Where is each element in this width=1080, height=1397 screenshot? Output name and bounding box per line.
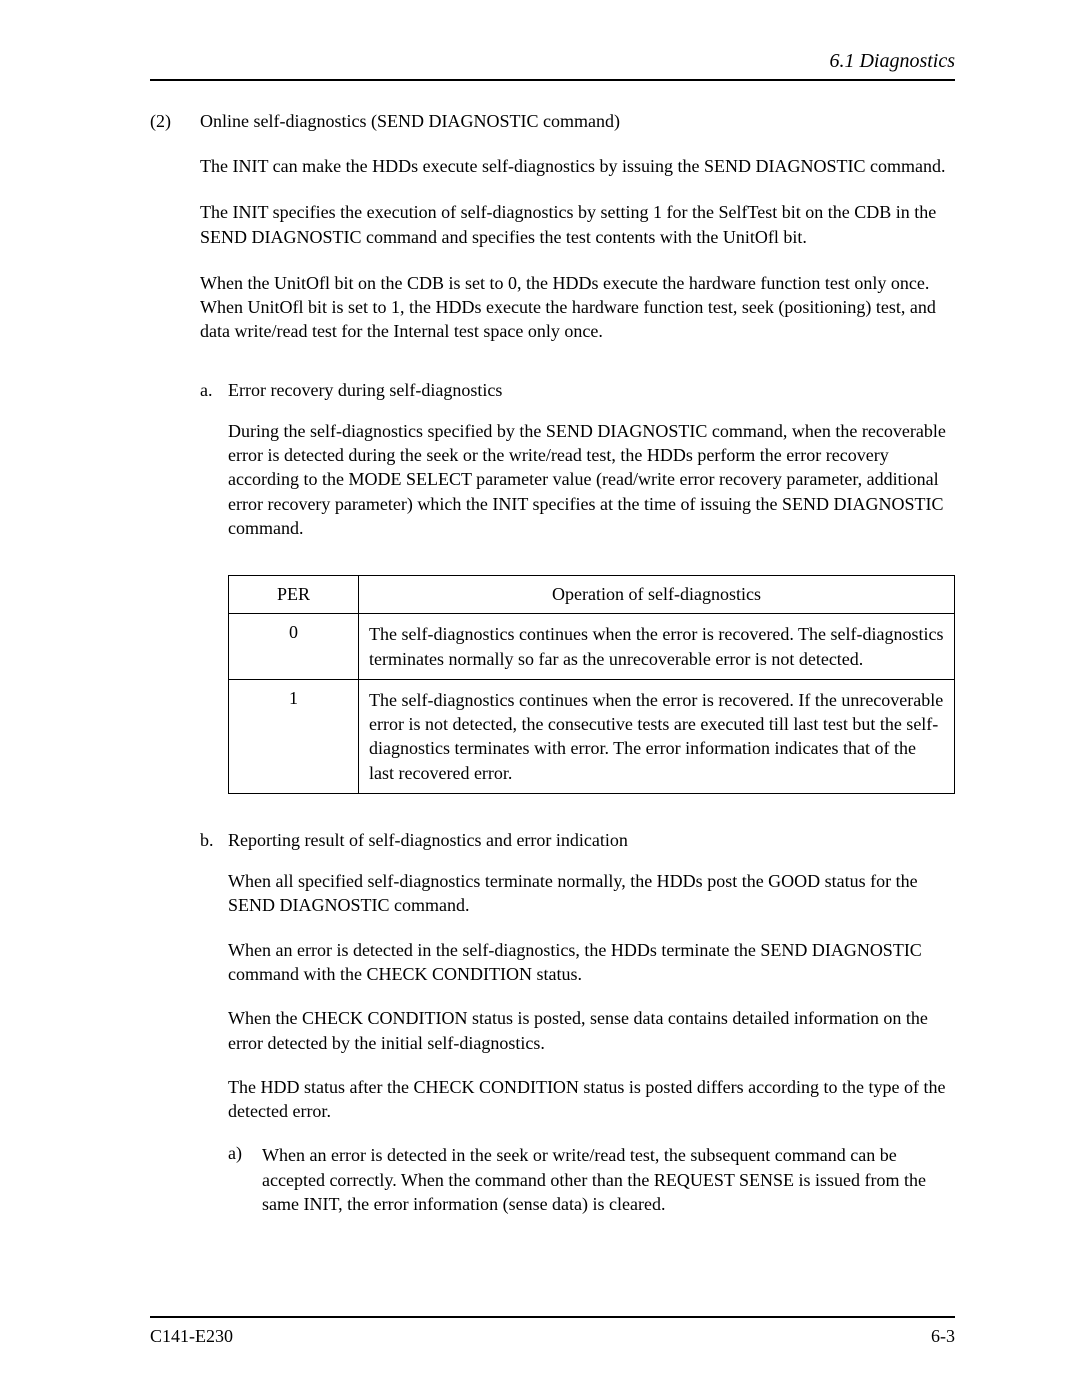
table-row: 1 The self-diagnostics continues when th… (229, 679, 955, 793)
sub-title: Error recovery during self-diagnostics (228, 380, 502, 401)
sub-letter: a. (200, 380, 228, 401)
paragraph: When the UnitOfl bit on the CDB is set t… (200, 271, 955, 344)
table-header-row: PER Operation of self-diagnostics (229, 576, 955, 614)
section-title: Online self-diagnostics (SEND DIAGNOSTIC… (200, 111, 620, 132)
table-header-op: Operation of self-diagnostics (359, 576, 955, 614)
table-cell-op: The self-diagnostics continues when the … (359, 614, 955, 680)
table-row: 0 The self-diagnostics continues when th… (229, 614, 955, 680)
table-cell-per: 0 (229, 614, 359, 680)
table-cell-op: The self-diagnostics continues when the … (359, 679, 955, 793)
table-cell-per: 1 (229, 679, 359, 793)
paragraph: During the self-diagnostics specified by… (228, 419, 955, 540)
subsub-row: a) When an error is detected in the seek… (228, 1143, 955, 1216)
sub-heading-row: a. Error recovery during self-diagnostic… (200, 380, 955, 401)
diagnostics-table: PER Operation of self-diagnostics 0 The … (228, 575, 955, 794)
paragraph: When an error is detected in the self-di… (228, 938, 955, 987)
footer-left: C141-E230 (150, 1326, 233, 1347)
section-heading-row: (2) Online self-diagnostics (SEND DIAGNO… (150, 111, 955, 132)
paragraph: When the CHECK CONDITION status is poste… (228, 1006, 955, 1055)
subsub-text: When an error is detected in the seek or… (262, 1143, 955, 1216)
page-footer: C141-E230 6-3 (150, 1316, 955, 1347)
page-header: 6.1 Diagnostics (150, 50, 955, 81)
subsub-letter: a) (228, 1143, 262, 1216)
section-number: (2) (150, 111, 200, 132)
document-page: 6.1 Diagnostics (2) Online self-diagnost… (0, 0, 1080, 1286)
paragraph: The INIT specifies the execution of self… (200, 200, 955, 249)
header-title: 6.1 Diagnostics (829, 50, 955, 72)
diagnostics-table-wrap: PER Operation of self-diagnostics 0 The … (228, 575, 955, 794)
sub-heading-row: b. Reporting result of self-diagnostics … (200, 830, 955, 851)
footer-right: 6-3 (931, 1326, 955, 1347)
paragraph: When all specified self-diagnostics term… (228, 869, 955, 918)
sub-letter: b. (200, 830, 228, 851)
table-header-per: PER (229, 576, 359, 614)
paragraph: The INIT can make the HDDs execute self-… (200, 154, 955, 178)
sub-title: Reporting result of self-diagnostics and… (228, 830, 628, 851)
paragraph: The HDD status after the CHECK CONDITION… (228, 1075, 955, 1124)
